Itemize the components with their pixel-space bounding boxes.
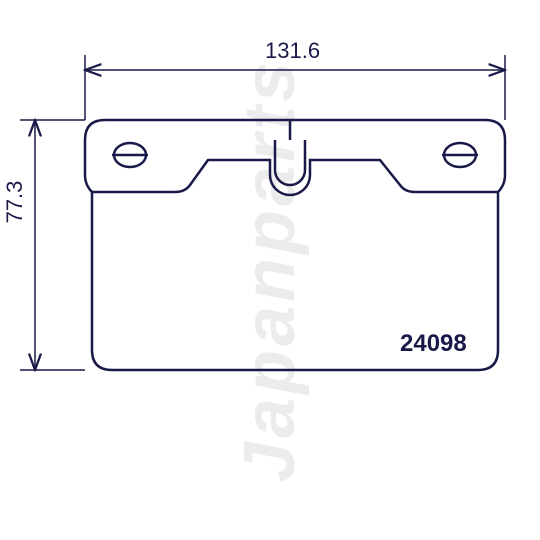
part-number-label: 24098 (400, 330, 467, 358)
dimension-width (85, 55, 505, 120)
height-dimension-label: 77.3 (2, 172, 28, 232)
technical-drawing (0, 0, 540, 540)
dimension-height (20, 120, 85, 370)
width-dimension-label: 131.6 (265, 38, 320, 64)
